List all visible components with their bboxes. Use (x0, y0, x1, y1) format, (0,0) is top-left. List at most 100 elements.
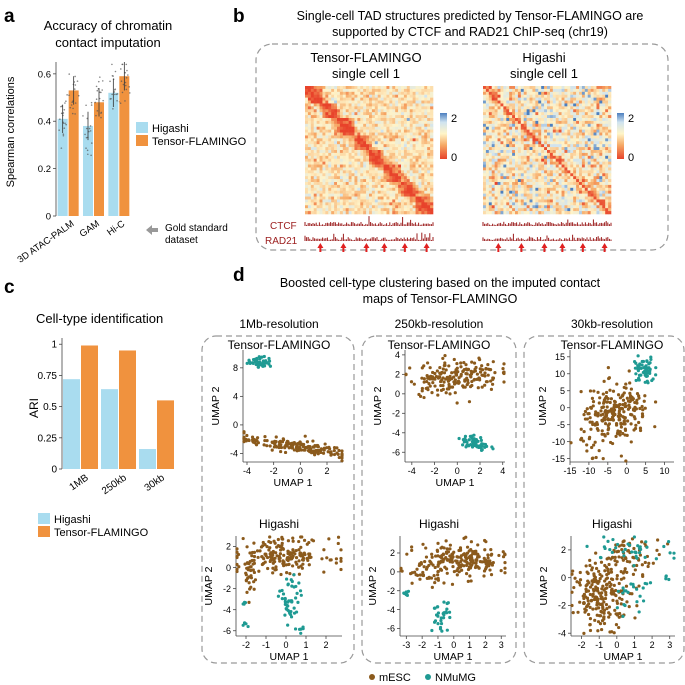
heatmap-cell (602, 126, 606, 130)
point-mesc (268, 444, 272, 448)
heatmap-cell (599, 106, 603, 110)
heatmap-cell (512, 173, 516, 177)
point-mesc (624, 459, 628, 463)
heatmap-cell (523, 211, 527, 215)
heatmap-cell (503, 141, 507, 145)
heatmap-cell (581, 118, 586, 122)
heatmap-cell (494, 179, 498, 183)
point-mesc (337, 448, 341, 453)
heatmap-cell (541, 158, 545, 162)
peak-arrow-icon (579, 243, 586, 252)
heatmap-cell (547, 164, 551, 168)
heatmap-cell (424, 94, 428, 98)
heatmap-cell (558, 115, 562, 119)
heatmap-cell (310, 199, 315, 203)
heatmap-cell (383, 205, 387, 209)
heatmap-cell (342, 106, 347, 110)
heatmap-cell (322, 211, 326, 215)
heatmap-cell (354, 126, 358, 130)
heatmap-cell (529, 94, 533, 98)
heatmap-cell (313, 184, 317, 189)
jitter-point (64, 102, 66, 104)
heatmap-cell (581, 150, 586, 154)
heatmap-cell (342, 118, 347, 122)
heatmap-cell (415, 120, 419, 125)
heatmap-cell (389, 135, 393, 139)
heatmap-cell (515, 205, 519, 209)
point-mesc (424, 386, 428, 391)
heatmap-cell (334, 199, 338, 203)
heatmap-cell (602, 120, 606, 125)
heatmap-cell (369, 132, 373, 136)
heatmap-cell (427, 205, 431, 209)
heatmap-cell (576, 190, 580, 194)
jitter-point (100, 112, 102, 115)
heatmap-cell (517, 152, 522, 157)
heatmap-cell (485, 91, 490, 96)
heatmap-cell (348, 176, 352, 180)
heatmap-cell (371, 182, 376, 186)
heatmap-cell (529, 147, 533, 151)
heatmap-cell (421, 138, 425, 142)
heatmap-cell (555, 120, 559, 125)
heatmap-cell (584, 182, 589, 186)
heatmap-cell (544, 158, 548, 162)
heatmap-cell (538, 187, 542, 192)
heatmap-cell (331, 132, 335, 136)
heatmap-cell (503, 161, 507, 165)
heatmap-cell (488, 126, 493, 130)
heatmap-cell (424, 147, 428, 151)
heatmap-cell (517, 208, 522, 212)
heatmap-cell (401, 123, 405, 128)
heatmap-cell (485, 97, 490, 101)
point-mesc (489, 387, 494, 391)
heatmap-cell (602, 97, 606, 101)
point-mesc (629, 422, 633, 426)
heatmap-cell (602, 144, 606, 148)
heatmap-cell (590, 187, 594, 192)
heatmap-cell (392, 91, 396, 96)
heatmap-cell (576, 179, 580, 183)
heatmap-cell (587, 184, 591, 189)
heatmap-cell (494, 208, 498, 212)
heatmap-cell (392, 120, 396, 125)
heatmap-cell (395, 176, 399, 180)
heatmap-cell (360, 167, 364, 171)
heatmap-cell (322, 135, 326, 139)
heatmap-cell (541, 97, 545, 101)
heatmap-cell (590, 100, 594, 104)
heatmap-cell (392, 158, 396, 162)
y-tick-label: 0.5 (43, 402, 57, 413)
heatmap-cell (339, 91, 344, 96)
heatmap-cell (561, 164, 565, 168)
heatmap-cell (325, 150, 329, 154)
heatmap-cell (483, 167, 487, 171)
heatmap-cell (576, 86, 580, 90)
heatmap-cell (570, 141, 574, 145)
heatmap-cell (342, 187, 347, 192)
heatmap-cell (579, 106, 583, 110)
heatmap-cell (313, 123, 317, 128)
jitter-point (85, 136, 88, 139)
heatmap-cell (491, 184, 495, 189)
heatmap-cell (409, 150, 413, 154)
point-mesc (256, 441, 260, 445)
heatmap-cell (605, 152, 609, 157)
heatmap-cell (515, 141, 519, 145)
heatmap-cell (494, 106, 498, 110)
heatmap-cell (581, 173, 586, 177)
heatmap-cell (491, 103, 495, 107)
heatmap-cell (415, 152, 419, 157)
heatmap-cell (430, 150, 434, 154)
heatmap-cell (380, 135, 384, 139)
heatmap-cell (549, 118, 554, 122)
heatmap-cell (406, 208, 411, 212)
heatmap-cell (512, 112, 516, 116)
heatmap-cell (590, 155, 594, 160)
heatmap-cell (371, 176, 376, 180)
heatmap-cell (351, 109, 355, 113)
heatmap-cell (409, 155, 413, 160)
point-nmumg (261, 359, 266, 363)
heatmap-cell (587, 126, 591, 130)
heatmap-cell (503, 123, 507, 128)
